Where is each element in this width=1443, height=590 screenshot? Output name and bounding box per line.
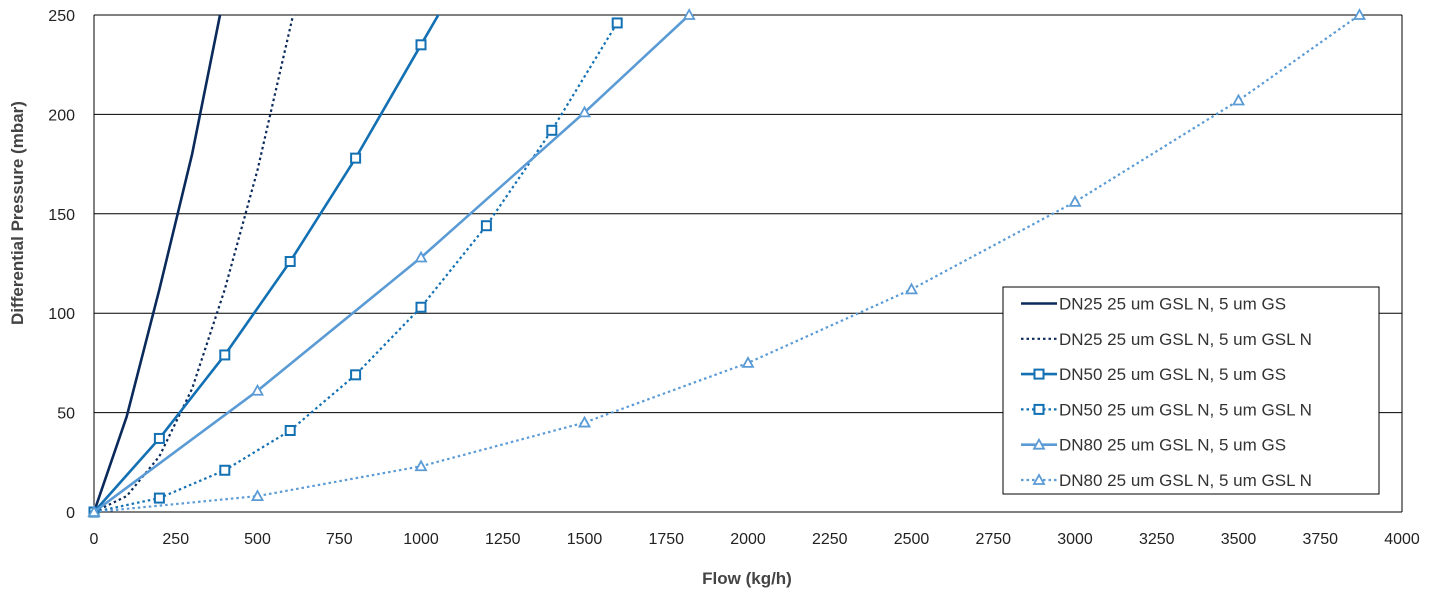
x-tick-label: 0	[90, 531, 99, 548]
y-tick-label: 150	[48, 207, 75, 224]
data-point	[153, 492, 165, 504]
legend-label: DN50 25 um GSL N, 5 um GS	[1059, 365, 1286, 384]
data-point	[546, 124, 558, 136]
data-point	[1352, 8, 1367, 20]
data-point	[480, 220, 492, 232]
y-tick-label: 200	[48, 107, 75, 124]
x-tick-label: 750	[326, 531, 353, 548]
x-axis-ticks: 0 250 500 750 1000 1250 1500 1750 2000 2250 2500 27…	[90, 531, 1420, 548]
x-tick-label: 1250	[485, 531, 521, 548]
data-point	[577, 105, 592, 118]
y-tick-label: 50	[57, 406, 75, 423]
legend-label: DN25 25 um GSL N, 5 um GS	[1059, 295, 1286, 314]
data-point	[250, 489, 265, 501]
x-axis-title: Flow (kg/h)	[702, 569, 792, 588]
y-tick-label: 250	[48, 8, 75, 25]
x-tick-label: 2500	[894, 531, 930, 548]
data-point	[87, 505, 101, 517]
legend: DN25 25 um GSL N, 5 um GS DN25 25 um GSL …	[1002, 286, 1380, 495]
data-point	[350, 152, 362, 164]
legend-marker	[1033, 403, 1045, 415]
data-point	[415, 301, 427, 313]
data-point	[577, 415, 592, 428]
x-tick-label: 1000	[403, 531, 439, 548]
legend-label: DN50 25 um GSL N, 5 um GSL N	[1059, 400, 1312, 419]
data-point	[219, 464, 231, 476]
x-tick-label: 3250	[1139, 531, 1175, 548]
data-point	[415, 39, 427, 51]
x-tick-label: 1500	[567, 531, 603, 548]
legend-marker	[1032, 473, 1046, 485]
data-point	[904, 282, 919, 295]
y-axis-ticks: 0 50 100 150 200 250	[48, 8, 75, 522]
legend-item: DN50 25 um GSL N, 5 um GSL N	[1021, 400, 1312, 419]
legend-label: DN25 25 um GSL N, 5 um GSL N	[1059, 330, 1312, 349]
data-point	[153, 432, 165, 444]
series-line	[94, 22, 619, 512]
series-line	[94, 15, 691, 512]
data-point	[350, 369, 362, 381]
legend-box	[1002, 286, 1380, 495]
x-tick-label: 3000	[1057, 531, 1093, 548]
x-tick-label: 250	[162, 531, 189, 548]
data-point	[219, 349, 231, 361]
x-tick-label: 500	[244, 531, 271, 548]
legend-item: DN25 25 um GSL N, 5 um GSL N	[1021, 330, 1312, 349]
data-point	[611, 17, 623, 29]
legend-label: DN80 25 um GSL N, 5 um GS	[1059, 436, 1286, 455]
legend-label: DN80 25 um GSL N, 5 um GSL N	[1059, 471, 1312, 490]
x-tick-label: 1750	[648, 531, 684, 548]
series-2	[94, 15, 295, 512]
x-tick-label: 2250	[812, 531, 848, 548]
x-tick-label: 4000	[1384, 531, 1420, 548]
series-3	[88, 15, 440, 518]
x-tick-label: 3750	[1302, 531, 1338, 548]
data-point	[250, 383, 265, 396]
series-line	[94, 15, 440, 512]
legend-marker	[1033, 368, 1045, 380]
series-5	[87, 8, 696, 517]
data-point	[1068, 195, 1082, 207]
legend-item: DN80 25 um GSL N, 5 um GS	[1021, 436, 1286, 455]
data-point	[1231, 93, 1246, 106]
data-point	[741, 356, 755, 368]
x-tick-label: 3500	[1221, 531, 1257, 548]
data-point	[284, 424, 296, 436]
data-point	[414, 250, 428, 263]
legend-item: DN25 25 um GSL N, 5 um GS	[1021, 295, 1286, 314]
data-point	[414, 459, 428, 472]
y-tick-label: 0	[66, 505, 75, 522]
series-6	[87, 8, 1367, 517]
legend-item: DN50 25 um GSL N, 5 um GS	[1021, 365, 1286, 384]
data-point	[284, 256, 296, 268]
plot-area	[93, 15, 1403, 513]
series-line	[94, 15, 295, 512]
legend-marker	[1032, 437, 1046, 450]
series-4	[88, 17, 623, 518]
y-tick-label: 100	[48, 306, 75, 323]
data-point	[682, 8, 696, 20]
x-tick-label: 2750	[975, 531, 1011, 548]
series-1	[94, 15, 222, 512]
x-tick-label: 2000	[730, 531, 766, 548]
legend-item: DN80 25 um GSL N, 5 um GSL N	[1021, 471, 1312, 490]
y-axis-title: Differential Pressure (mbar)	[8, 101, 27, 325]
series-line	[94, 15, 222, 512]
series-line	[94, 15, 1361, 512]
series-layer	[87, 8, 1367, 518]
